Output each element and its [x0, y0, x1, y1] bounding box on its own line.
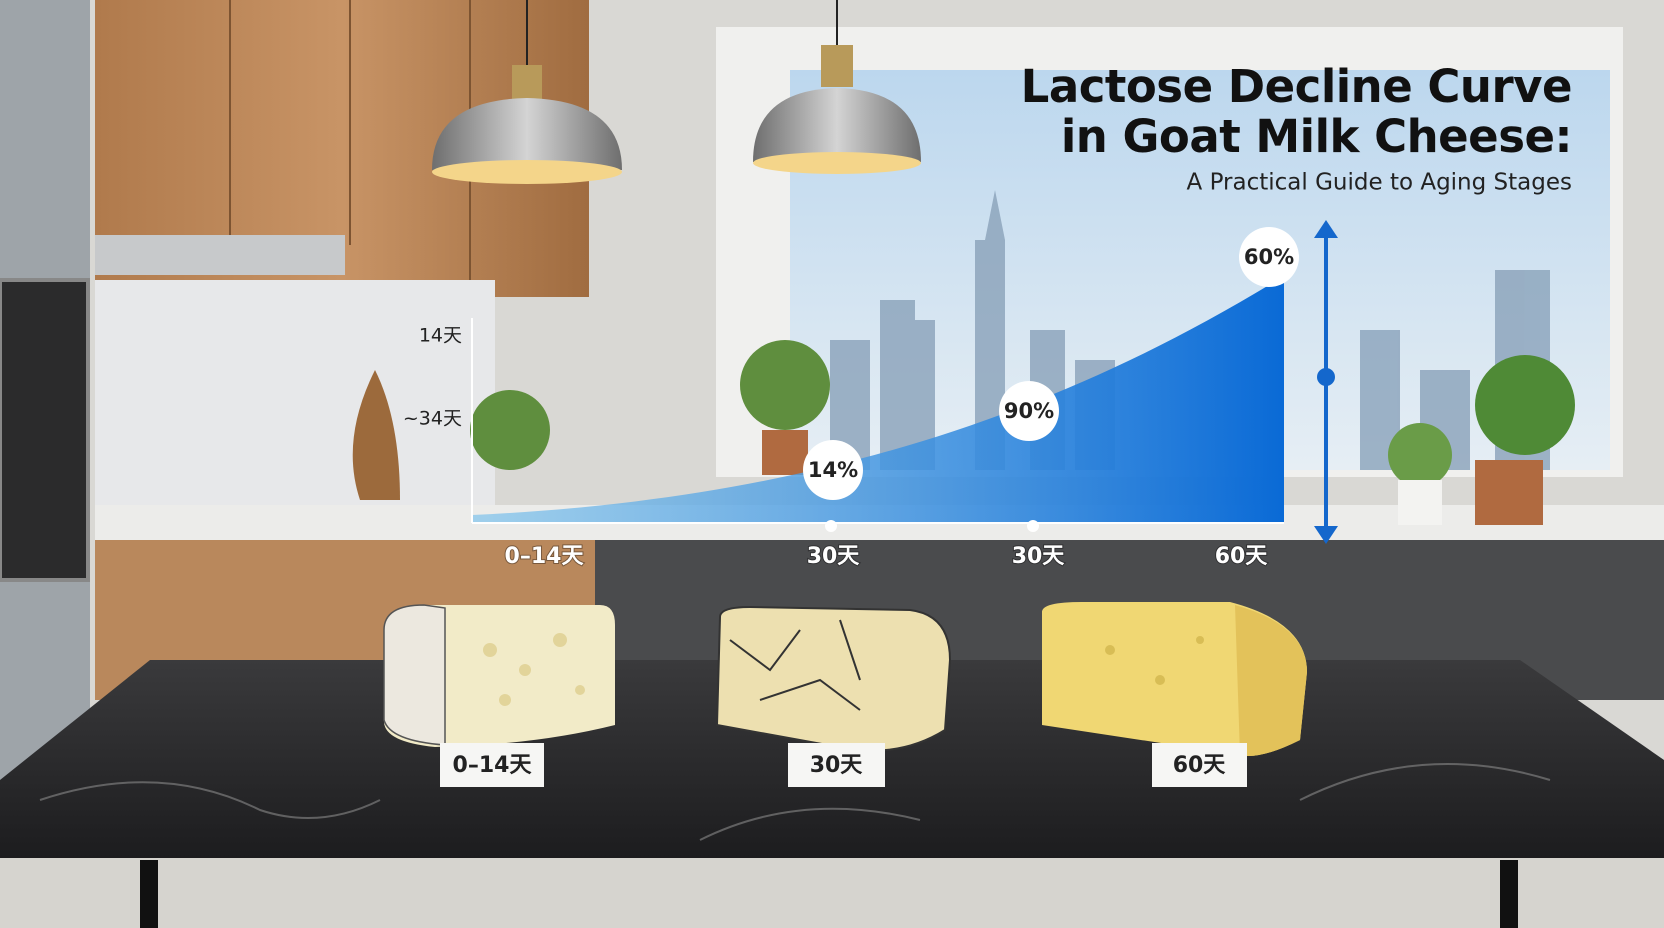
y-label: ~34天 — [403, 408, 462, 430]
curve-area — [472, 276, 1284, 523]
cheese — [383, 604, 615, 747]
point-label: 90% — [1004, 399, 1054, 423]
table-leg — [140, 860, 158, 928]
x-label: 30天 — [1012, 544, 1066, 569]
point-label: 14% — [808, 458, 858, 482]
range-hood — [95, 235, 345, 275]
x-label: 30天 — [807, 544, 861, 569]
plant — [1388, 423, 1452, 487]
cutting-board — [352, 370, 400, 500]
cheese-tag — [1152, 743, 1247, 787]
title-line: in Goat Milk Cheese: — [1061, 110, 1572, 163]
table-leg — [1500, 860, 1518, 928]
plant — [470, 390, 550, 470]
backsplash — [95, 280, 495, 510]
pot — [1398, 480, 1442, 525]
cheese-label: 30天 — [810, 753, 864, 778]
point-label: 60% — [1244, 245, 1294, 269]
cheese-label: 60天 — [1173, 753, 1227, 778]
x-label: 0–14天 — [505, 544, 585, 569]
point-badge — [803, 440, 863, 500]
axis-dot — [1027, 520, 1039, 532]
cheese-tag — [440, 743, 544, 787]
floor — [0, 858, 1664, 928]
x-label: 60天 — [1215, 544, 1269, 569]
range-arrow — [1314, 220, 1338, 544]
pendant-lamp — [432, 0, 622, 184]
cheese — [1042, 602, 1307, 756]
plant — [1475, 355, 1575, 455]
pot — [762, 430, 808, 475]
oven — [0, 278, 90, 582]
cheese-tag — [788, 743, 885, 787]
cheese-label: 0–14天 — [453, 753, 533, 778]
subtitle: A Practical Guide to Aging Stages — [1187, 170, 1572, 196]
cheese — [715, 605, 952, 752]
plant — [740, 340, 830, 430]
point-badge — [1239, 227, 1299, 287]
point-badge — [999, 381, 1059, 441]
marble-veins — [39, 763, 1551, 841]
pendant-lamp — [753, 0, 921, 174]
axis-dot — [825, 520, 837, 532]
pot — [1475, 460, 1543, 525]
y-label: 14天 — [419, 325, 462, 347]
title-line: Lactose Decline Curve — [1021, 60, 1572, 113]
